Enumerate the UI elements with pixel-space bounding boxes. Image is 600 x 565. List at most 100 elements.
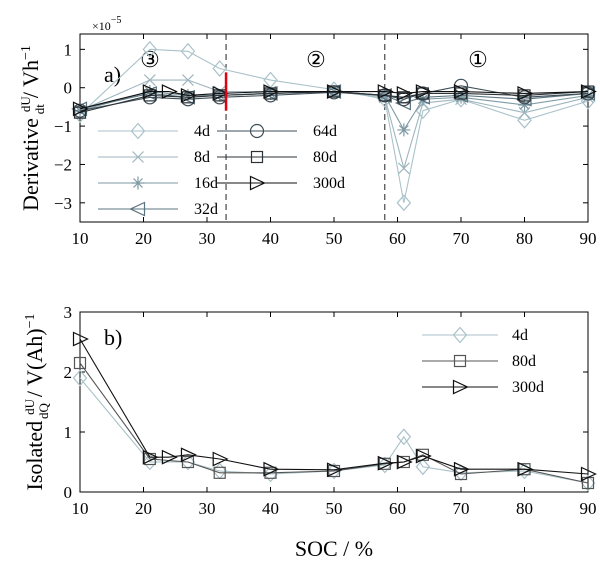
- data-point: [181, 455, 195, 469]
- data-point: [161, 84, 178, 99]
- panel-b-ylabel-num: dU: [22, 398, 37, 415]
- panel-a-legend: 4d 8d 16d 32d 64d 80d 300d: [98, 122, 345, 218]
- legend-marker: [249, 123, 265, 139]
- data-point: [453, 84, 470, 99]
- x-tick-label: 20: [135, 229, 152, 248]
- data-point: [377, 455, 394, 471]
- y-tick-label: 2: [64, 363, 73, 382]
- data-point: [212, 86, 229, 101]
- svg-text:DerivativedUdt/ Vh−1: Derivative dUdt / Vh−1: [18, 45, 47, 211]
- data-point: [396, 86, 413, 101]
- data-point: [142, 40, 158, 58]
- data-point: [142, 84, 159, 99]
- data-point: [180, 42, 196, 60]
- data-point: [212, 60, 227, 77]
- x-tick-label: 20: [135, 499, 152, 518]
- x-tick-label: 10: [72, 229, 89, 248]
- data-point: [180, 453, 196, 471]
- data-point: [454, 90, 468, 104]
- panel-a-ylabel-lead: Derivative: [18, 118, 43, 211]
- data-point: [143, 89, 156, 102]
- panel-a: ×10−5 a) ③ ② ① 10 20 30 40 50 60 70 80 9010−1−2−…: [18, 15, 597, 248]
- x-tick-label: 40: [262, 499, 279, 518]
- data-point: [396, 428, 412, 446]
- x-tick-label: 10: [72, 499, 89, 518]
- data-point: [72, 331, 89, 347]
- series-line: [79, 79, 589, 171]
- data-point: [264, 466, 277, 479]
- y-tick-label: 1: [64, 40, 73, 59]
- legend-label: 4d: [194, 123, 210, 140]
- panel-a-exponent-note: ×10−5: [92, 15, 121, 33]
- x-tick-label: 60: [389, 229, 406, 248]
- x-tick-label: 70: [453, 229, 470, 248]
- data-point: [73, 104, 87, 118]
- x-tick-label: 90: [580, 499, 597, 518]
- x-tick-label: 70: [453, 499, 470, 518]
- legend-marker: [130, 122, 146, 140]
- data-point: [396, 454, 413, 470]
- series-line: [79, 338, 589, 475]
- legend-label: 64d: [313, 123, 337, 140]
- data-point: [143, 74, 156, 86]
- legend-marker: [131, 176, 145, 190]
- legend-entry-80d: 80d: [422, 353, 536, 370]
- y-tick-label: 0: [64, 483, 73, 502]
- legend-marker: [129, 201, 146, 217]
- data-point: [397, 123, 411, 137]
- panel-b-ylabel-exp: −1: [23, 314, 38, 329]
- data-point: [397, 162, 410, 175]
- legend-label: 80d: [313, 149, 337, 166]
- data-point: [326, 462, 343, 478]
- panel-a-ylabel-tail: / Vh: [18, 60, 43, 98]
- x-tick-label: 90: [580, 229, 597, 248]
- data-point: [326, 84, 343, 99]
- x-tick-label: 60: [389, 499, 406, 518]
- data-point: [213, 466, 226, 479]
- data-point: [415, 448, 432, 464]
- data-point: [394, 95, 411, 111]
- data-point: [518, 98, 531, 112]
- legend-entry-16d: 16d: [98, 175, 218, 192]
- data-point: [142, 449, 159, 465]
- x-tick-label: 30: [199, 499, 216, 518]
- legend-label: 8d: [194, 149, 210, 166]
- panel-b-ylabel: Isolated dUdQ / V(Ah)−1: [22, 314, 51, 491]
- data-point: [454, 467, 468, 481]
- legend-entry-4d: 4d: [98, 122, 210, 140]
- panel-a-ylabel: Derivative dUdt / Vh−1: [18, 45, 47, 211]
- legend-entry-300d: 300d: [422, 379, 544, 396]
- data-point: [397, 91, 410, 104]
- x-tick-label: 40: [262, 229, 279, 248]
- panel-b-ylabel-tail: / V(Ah): [22, 328, 47, 397]
- panel-b-ylabel-lead: Isolated: [22, 421, 47, 491]
- data-point: [73, 356, 87, 370]
- data-point: [378, 89, 391, 102]
- y-tick-label: 1: [64, 423, 73, 442]
- data-point: [161, 449, 178, 465]
- data-point: [517, 462, 532, 480]
- x-tick-label: 50: [326, 229, 343, 248]
- data-point: [72, 101, 89, 117]
- legend-marker: [132, 151, 144, 163]
- svg-text:IsolateddUdQ/ V(Ah)−1: Isolated dUdQ / V(Ah)−1: [22, 314, 51, 491]
- series-line: [79, 91, 589, 110]
- data-point: [580, 466, 597, 482]
- panel-b-tag: b): [104, 325, 122, 350]
- x-tick-label: 80: [516, 499, 533, 518]
- panel-a-ylabel-den: dt: [32, 104, 47, 115]
- y-tick-label: −2: [54, 155, 72, 174]
- data-point: [517, 86, 534, 101]
- series-300d: [72, 331, 597, 482]
- panel-b: b) 10 20 30 40 50 60 70 80 90 0 1 2 3 Isolated dUdQ / …: [22, 303, 597, 518]
- panel-b-legend: 4d 80d 300d: [422, 326, 544, 396]
- legend-marker: [453, 354, 467, 368]
- data-point: [453, 461, 470, 477]
- panel-a-plot-area: [71, 34, 597, 222]
- data-point: [182, 74, 194, 86]
- legend-entry-8d: 8d: [98, 149, 210, 166]
- legend-label: 32d: [194, 201, 218, 218]
- x-axis-label: SOC / %: [295, 536, 373, 561]
- x-tick-label: 50: [326, 499, 343, 518]
- region-label-1: ①: [468, 47, 488, 72]
